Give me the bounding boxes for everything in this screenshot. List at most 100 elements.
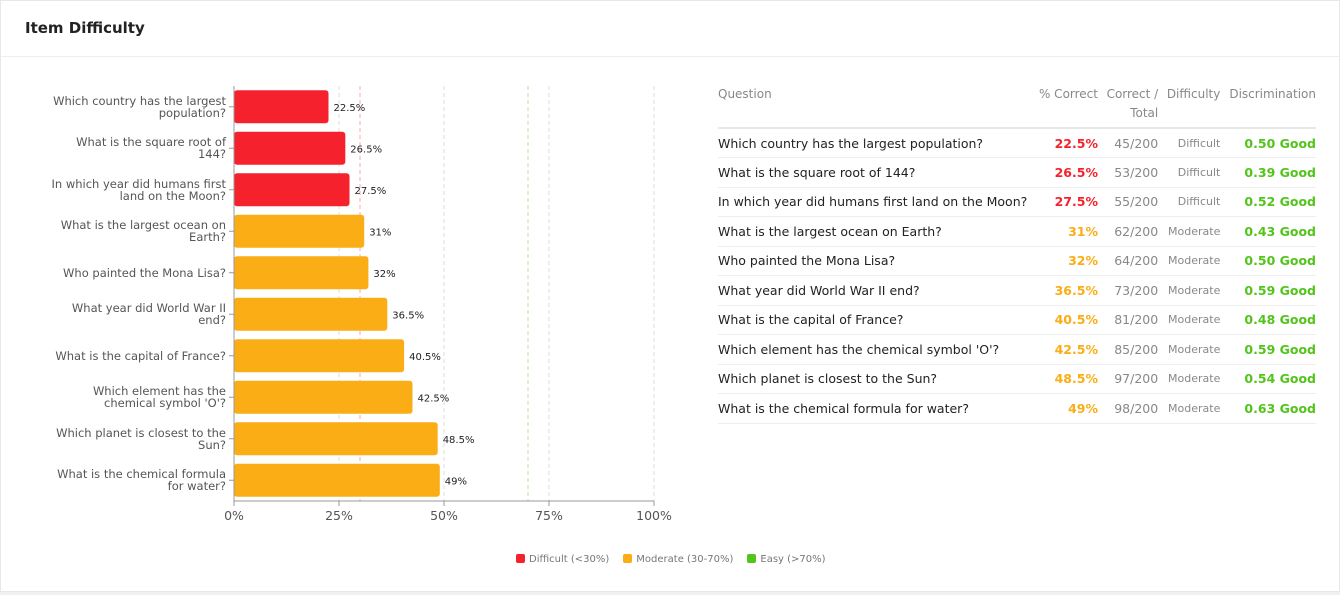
y-axis-label: Who painted the Mona Lisa? <box>63 265 226 280</box>
bar-value-label: 26.5% <box>350 144 382 155</box>
legend-swatch <box>516 554 525 563</box>
question-cell: Which element has the chemical symbol 'O… <box>718 334 1031 365</box>
difficulty-bar-chart: 22.5% 26.5% 27.5% 31% 32% 36.5% 40.5% 42.5% 48.5… <box>224 86 672 523</box>
difficulty-cell: Difficult <box>1158 128 1221 158</box>
question-cell: Which planet is closest to the Sun? <box>718 364 1031 394</box>
bar-value-label: 27.5% <box>355 186 387 197</box>
col-question: Question <box>718 83 1031 129</box>
pct-correct-cell: 22.5% <box>1030 128 1098 158</box>
bar-value-label: 40.5% <box>409 352 441 363</box>
pct-correct-cell: 26.5% <box>1030 157 1098 188</box>
question-cell: Which country has the largest population… <box>718 128 1031 158</box>
bar-value-label: 22.5% <box>334 103 366 114</box>
discrimination-cell: 0.50 Good <box>1220 128 1316 158</box>
bar <box>234 131 346 165</box>
y-axis-label: What is the square root of 144? <box>76 135 226 162</box>
legend-label: Moderate (30-70%) <box>636 554 734 565</box>
y-axis-label: What is the capital of France? <box>55 348 226 363</box>
discrimination-cell: 0.54 Good <box>1220 364 1316 394</box>
col-total-label: Total <box>1130 106 1159 120</box>
y-axis-label: Which planet is closest to the Sun? <box>56 425 226 452</box>
legend-swatch <box>747 554 757 563</box>
discrimination-cell: 0.63 Good <box>1220 393 1316 424</box>
question-cell: What is the largest ocean on Earth? <box>718 216 1031 247</box>
bar <box>234 173 350 207</box>
item-table: Question % Correct Correct / Total Diffic… <box>718 83 1316 424</box>
table-row: What is the square root of 144? 26.5% 53/2… <box>718 157 1316 188</box>
bar <box>234 422 438 456</box>
y-axis-label: What is the largest ocean on Earth? <box>60 218 226 245</box>
pct-correct-cell: 48.5% <box>1030 364 1098 394</box>
table-row: Which country has the largest population… <box>718 128 1316 158</box>
correct-total-cell: 98/200 <box>1097 393 1159 424</box>
legend-item[interactable]: Moderate (30-70%) <box>623 554 733 565</box>
x-tick-label: 75% <box>535 508 563 523</box>
difficulty-cell: Moderate <box>1158 275 1221 306</box>
y-axis-label: Which element has the chemical symbol 'O… <box>92 384 226 411</box>
col-correct-total: Correct / Total <box>1097 83 1159 129</box>
y-axis-label: Which country has the largest population… <box>53 93 226 120</box>
discrimination-cell: 0.59 Good <box>1220 334 1316 365</box>
table-row: Which element has the chemical symbol 'O… <box>718 334 1316 365</box>
bar <box>234 380 413 414</box>
legend-label: Difficult (<30%) <box>529 554 610 565</box>
bar-value-label: 31% <box>369 227 391 238</box>
x-tick-label: 100% <box>636 508 672 523</box>
correct-total-cell: 81/200 <box>1097 305 1159 335</box>
pct-correct-cell: 32% <box>1030 246 1098 276</box>
x-tick-label: 0% <box>224 508 244 523</box>
table-header: Question % Correct Correct / Total Diffic… <box>718 83 1316 129</box>
correct-total-cell: 45/200 <box>1097 128 1159 158</box>
correct-total-cell: 62/200 <box>1097 216 1159 247</box>
table-row: What is the capital of France? 40.5% 81/20… <box>718 305 1316 335</box>
question-cell: What is the square root of 144? <box>718 157 1031 188</box>
bar <box>234 90 329 124</box>
bar <box>234 339 405 373</box>
discrimination-cell: 0.43 Good <box>1220 216 1316 247</box>
x-tick-label: 25% <box>325 508 353 523</box>
col-discrimination: Discrimination <box>1220 83 1316 129</box>
correct-total-cell: 97/200 <box>1097 364 1159 394</box>
card-title: Item Difficulty <box>1 1 1339 57</box>
question-cell: What is the capital of France? <box>718 305 1031 335</box>
table-row: In which year did humans first land on t… <box>718 187 1316 217</box>
col-difficulty: Difficulty <box>1158 83 1221 129</box>
discrimination-cell: 0.48 Good <box>1220 305 1316 335</box>
correct-total-cell: 53/200 <box>1097 157 1159 188</box>
bar-value-label: 36.5% <box>392 310 424 321</box>
question-cell: Who painted the Mona Lisa? <box>718 246 1031 276</box>
table-row: What year did World War II end? 36.5% 73/2… <box>718 275 1316 306</box>
difficulty-cell: Difficult <box>1158 157 1221 188</box>
legend-item[interactable]: Difficult (<30%) <box>516 554 609 565</box>
question-cell: What is the chemical formula for water? <box>718 393 1031 424</box>
col-correct-label: Correct / <box>1106 87 1159 101</box>
difficulty-cell: Moderate <box>1158 364 1221 394</box>
y-axis-label: What year did World War II end? <box>71 301 226 328</box>
bar <box>234 297 388 331</box>
bar-value-label: 42.5% <box>418 393 450 404</box>
bar-value-label: 32% <box>373 269 395 280</box>
legend-swatch <box>623 554 633 563</box>
question-cell: In which year did humans first land on t… <box>718 187 1031 217</box>
bar <box>234 214 365 248</box>
y-axis-label: What is the chemical formula for water? <box>57 467 226 494</box>
difficulty-cell: Difficult <box>1158 187 1221 217</box>
question-cell: What year did World War II end? <box>718 275 1031 306</box>
correct-total-cell: 64/200 <box>1097 246 1159 276</box>
bar-value-label: 49% <box>445 476 467 487</box>
pct-correct-cell: 27.5% <box>1030 187 1098 217</box>
y-axis-label: In which year did humans first land on t… <box>51 176 227 203</box>
table-row: Who painted the Mona Lisa? 32% 64/200 Moder… <box>718 246 1316 276</box>
x-tick-label: 50% <box>430 508 458 523</box>
difficulty-cell: Moderate <box>1158 246 1221 276</box>
legend-item[interactable]: Easy (>70%) <box>747 554 826 565</box>
table-row: Which planet is closest to the Sun? 48.5%… <box>718 364 1316 394</box>
chart-legend: Difficult (<30%) Moderate (30-70%) Easy (>… <box>516 554 826 565</box>
pct-correct-cell: 31% <box>1030 216 1098 247</box>
pct-correct-cell: 36.5% <box>1030 275 1098 306</box>
discrimination-cell: 0.59 Good <box>1220 275 1316 306</box>
discrimination-cell: 0.52 Good <box>1220 187 1316 217</box>
correct-total-cell: 73/200 <box>1097 275 1159 306</box>
difficulty-cell: Moderate <box>1158 305 1221 335</box>
